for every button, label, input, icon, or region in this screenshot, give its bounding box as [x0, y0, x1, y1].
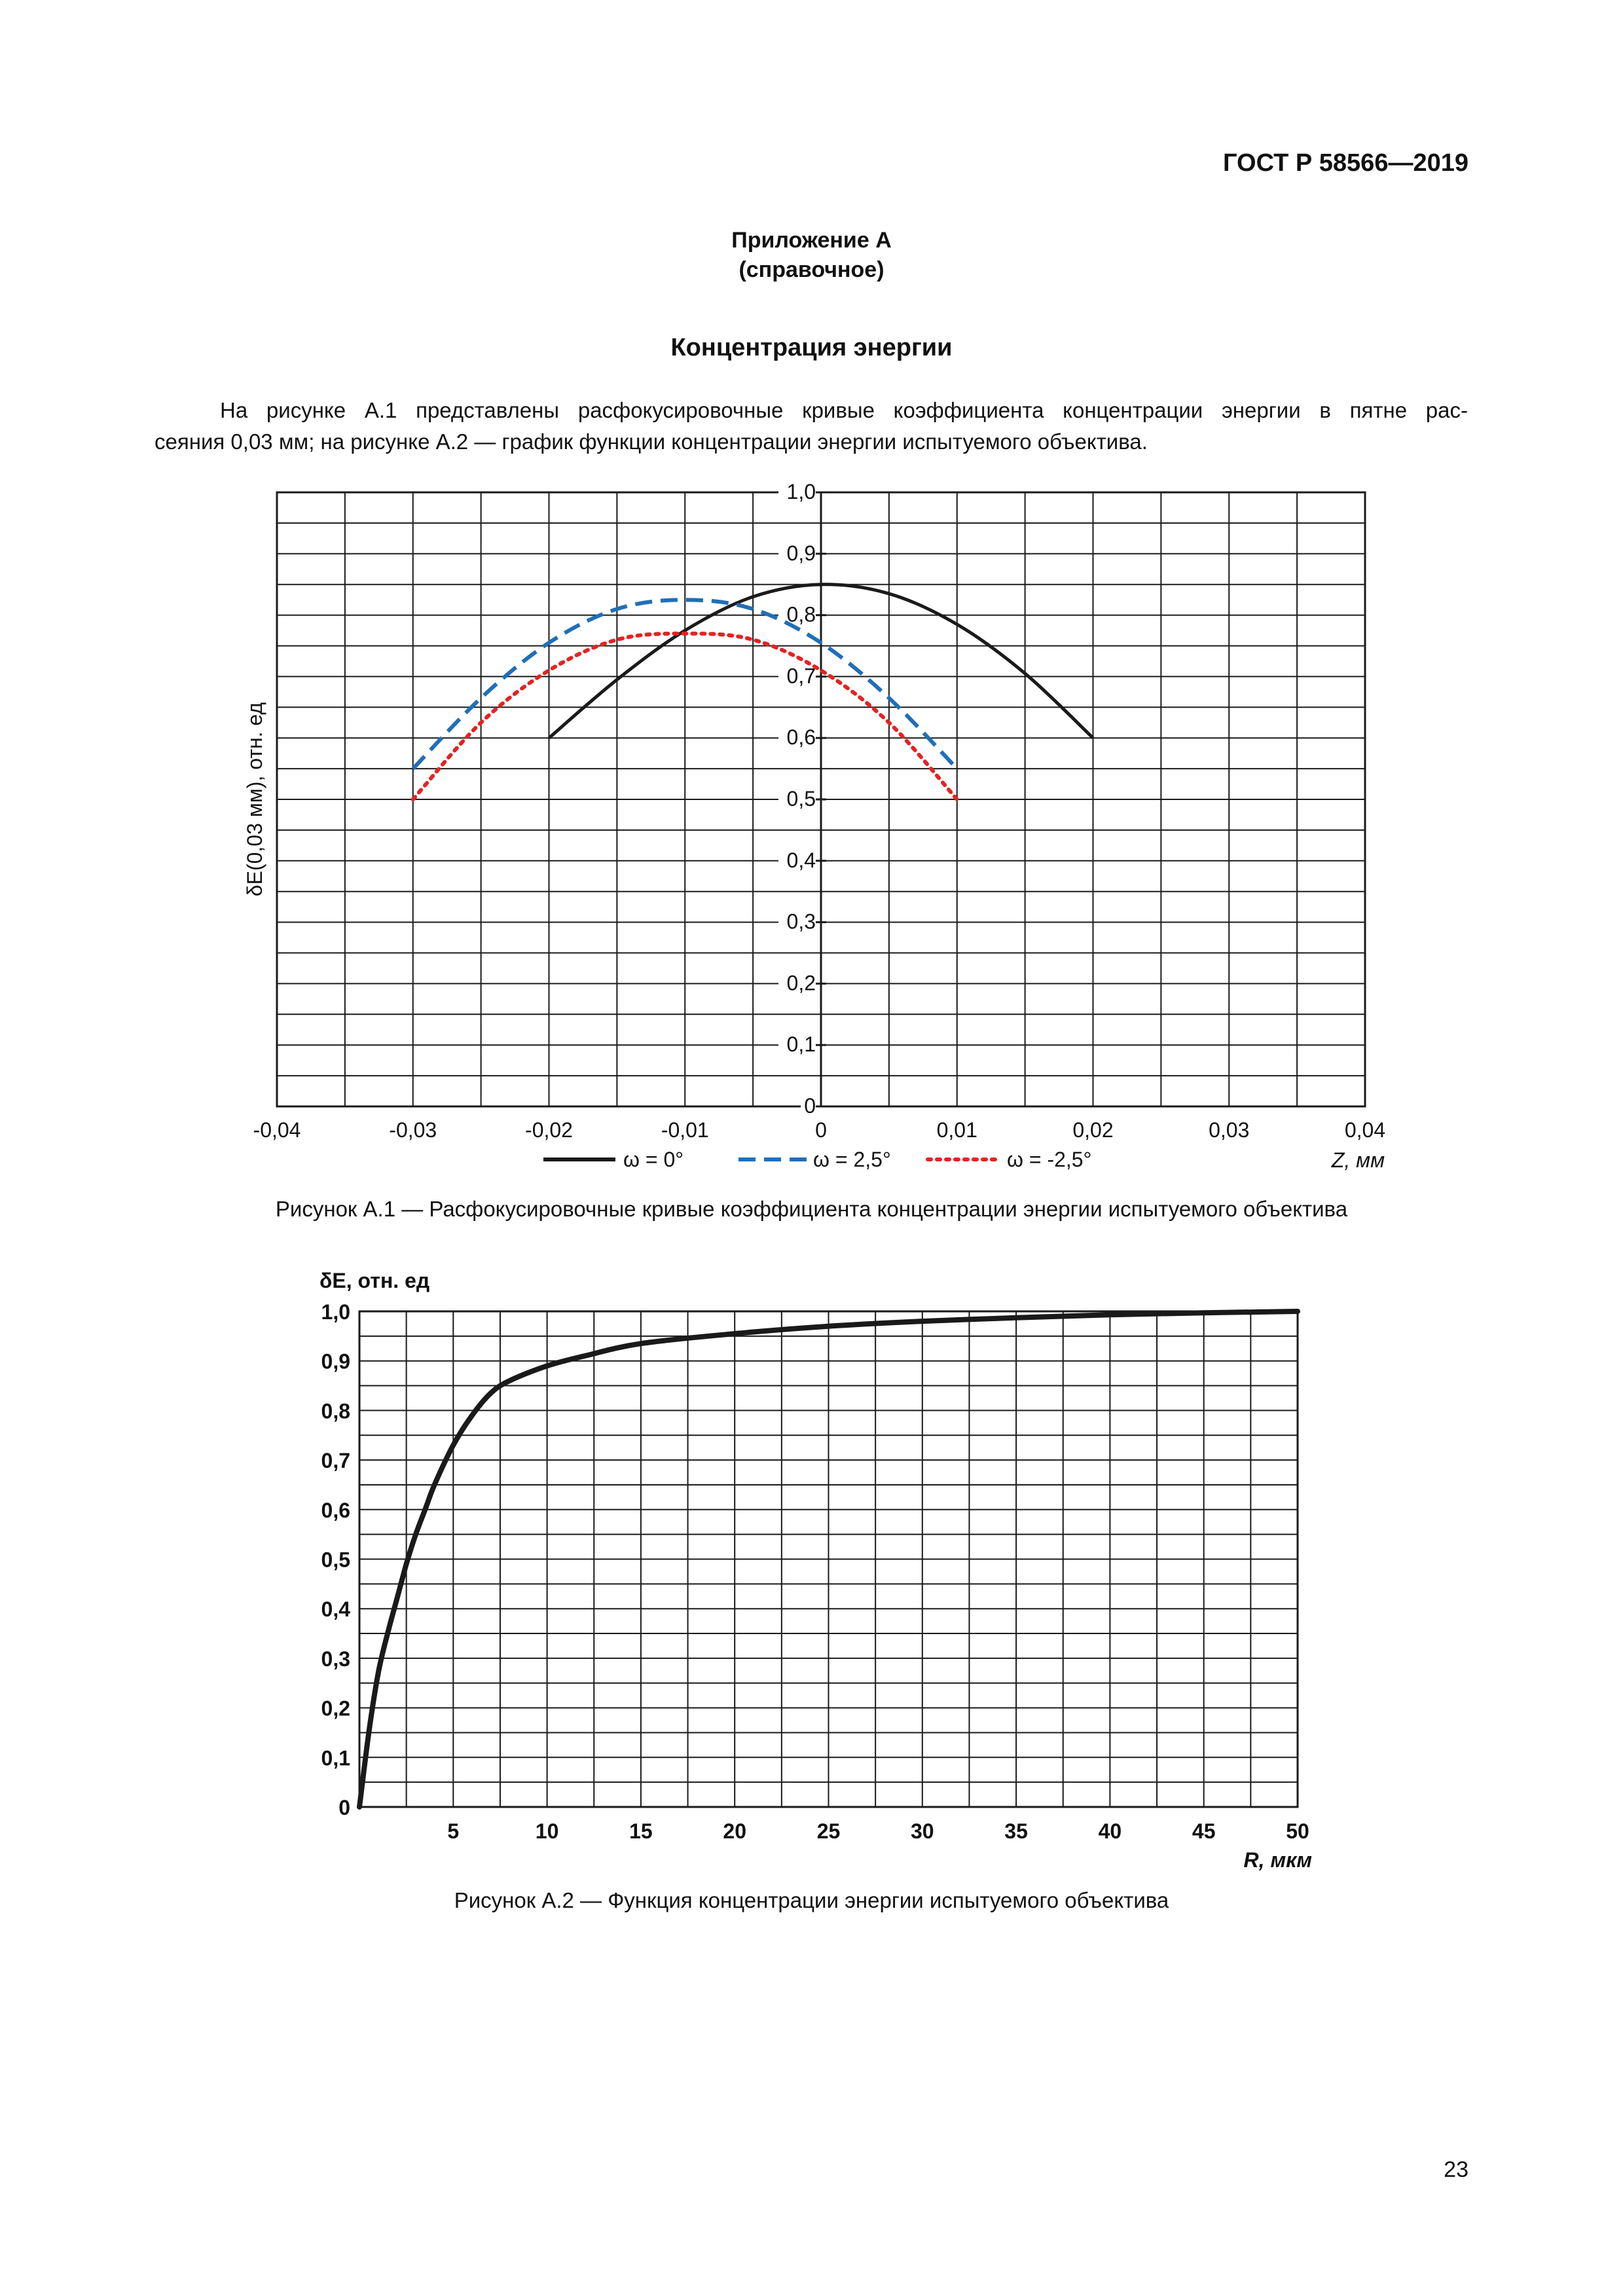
y-tick-label: 0,3: [321, 1647, 350, 1671]
x-tick-label: 25: [817, 1819, 841, 1843]
y-tick-label-bg: [778, 539, 818, 564]
appendix-title: Приложение А: [731, 228, 892, 253]
x-tick-label: -0,03: [389, 1118, 437, 1142]
x-tick-label: 10: [536, 1819, 559, 1843]
y-tick-label: 0,5: [787, 787, 816, 811]
y-tick-label: 0,6: [321, 1499, 350, 1522]
y-tick-label: 0,6: [787, 725, 816, 749]
y-tick-label: 0,9: [787, 541, 816, 565]
y-tick-label-bg: [778, 907, 818, 933]
figure-1-chart: 0 0,1 0,2 0,3 0,4 0,5 0,6 0,7 0,8 0,9 1,0 -0,04 -0,0…: [243, 478, 1385, 1172]
y-tick-label: 0,2: [787, 971, 816, 994]
section-title: Концентрация энергии: [670, 334, 953, 361]
figure-1-caption: Рисунок А.1 — Расфокусировочные кривые к…: [275, 1197, 1348, 1221]
intro-paragraph: На рисунке А.1 представлены расфокусиров…: [155, 395, 1468, 458]
y-tick-label-bg: [801, 1092, 818, 1117]
legend-label-2: ω = -2,5°: [1007, 1148, 1091, 1171]
y-tick-label: 1,0: [787, 480, 816, 503]
y-tick-label-bg: [778, 846, 818, 871]
y-tick-label: 0,9: [321, 1350, 350, 1374]
y-tick-label: 0,7: [787, 664, 816, 687]
x-axis-label: R, мкм: [1244, 1848, 1313, 1872]
x-tick-label: 20: [723, 1819, 746, 1843]
y-tick-label: 0,7: [321, 1449, 350, 1472]
x-tick-label: 0,01: [937, 1118, 977, 1142]
y-tick-label-bg: [778, 662, 818, 687]
x-tick-label: -0,02: [525, 1118, 573, 1142]
y-axis-label: δE(0,03 мм), отн. ед: [243, 702, 266, 896]
y-axis-label: δE, отн. ед: [319, 1269, 429, 1292]
y-tick-label: 1,0: [321, 1300, 350, 1324]
x-tick-label: 45: [1192, 1819, 1216, 1843]
x-tick-label: 40: [1099, 1819, 1122, 1843]
y-tick-label-bg: [778, 969, 818, 994]
x-tick-label: 0,02: [1072, 1118, 1113, 1142]
figure-2-caption: Рисунок А.2 — Функция концентрации энерг…: [454, 1888, 1169, 1912]
intro-line-2: сеяния 0,03 мм; на рисунке А.2 — график …: [155, 429, 1148, 454]
y-tick-label-bg: [778, 478, 818, 503]
series-line-1: [411, 598, 958, 771]
page-number: 23: [1444, 2157, 1468, 2182]
x-tick-label: 5: [447, 1819, 459, 1843]
legend-label-1: ω = 2,5°: [813, 1148, 891, 1171]
x-axis-label: Z, мм: [1331, 1148, 1385, 1172]
plot-frame: [358, 1310, 1299, 1808]
x-tick-label: 30: [911, 1819, 934, 1843]
y-tick-label-bg: [778, 723, 818, 749]
series-line-0: [547, 583, 1095, 740]
y-tick-label: 0,1: [321, 1746, 350, 1770]
y-tick-label: 0,4: [321, 1597, 351, 1621]
y-tick-label: 0: [804, 1094, 816, 1118]
y-tick-label-bg: [778, 785, 818, 810]
y-tick-label: 0: [338, 1796, 350, 1819]
standard-number: ГОСТ Р 58566—2019: [1223, 149, 1468, 177]
y-tick-label: 0,5: [321, 1548, 350, 1572]
y-tick-label: 0,8: [321, 1399, 350, 1423]
figure-2-chart: 0 0,1 0,2 0,3 0,4 0,5 0,6 0,7 0,8 0,9 1,0 5 10 15 20 25…: [319, 1269, 1312, 1872]
y-tick-label: 0,2: [321, 1697, 350, 1721]
series-line-2: [410, 631, 959, 801]
x-tick-label: 0: [815, 1118, 827, 1142]
x-tick-label: 0,03: [1209, 1118, 1249, 1142]
y-tick-label-bg: [778, 1030, 818, 1056]
x-tick-label: 15: [629, 1819, 653, 1843]
y-tick-label: 0,1: [787, 1032, 816, 1056]
y-tick-label: 0,4: [787, 848, 816, 872]
legend-label-0: ω = 0°: [623, 1148, 684, 1171]
series-line-0: [357, 1309, 1300, 1810]
x-tick-label: 50: [1286, 1819, 1309, 1843]
intro-line-1: На рисунке А.1 представлены расфокусиров…: [220, 398, 1468, 422]
appendix-subtitle: (справочное): [739, 257, 884, 282]
x-tick-label: 0,04: [1345, 1118, 1385, 1142]
x-tick-label: -0,01: [661, 1118, 709, 1142]
y-tick-label: 0,3: [787, 910, 816, 934]
y-tick-label: 0,8: [787, 603, 816, 627]
x-tick-label: -0,04: [253, 1118, 301, 1142]
x-tick-label: 35: [1004, 1819, 1028, 1843]
